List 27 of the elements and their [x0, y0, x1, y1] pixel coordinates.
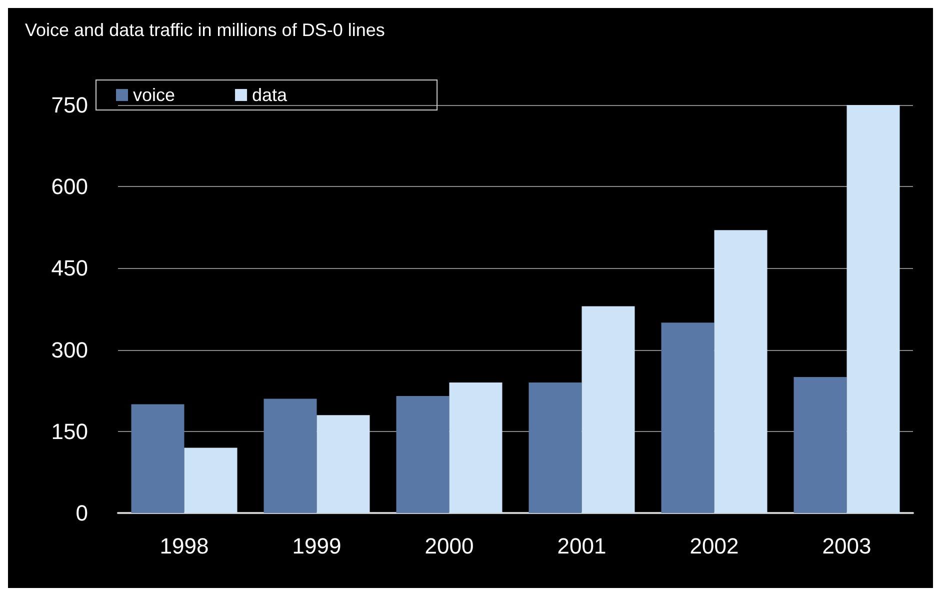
- chart-title: Voice and data traffic in millions of DS-0 lines: [25, 20, 385, 40]
- bar: [316, 415, 370, 513]
- y-tick-label: 600: [51, 174, 88, 200]
- y-tick-label: 0: [76, 500, 88, 526]
- bar: [661, 322, 714, 513]
- bar: [714, 230, 768, 513]
- legend-label: data: [252, 85, 288, 105]
- y-tick-label: 300: [51, 337, 88, 362]
- y-tick-label: 450: [51, 256, 88, 281]
- x-tick-label: 1999: [292, 534, 342, 558]
- y-tick-label: 150: [51, 418, 88, 444]
- bar: [184, 448, 238, 513]
- x-tick-label: 2002: [690, 534, 739, 558]
- x-tick-label: 2000: [424, 534, 474, 558]
- x-tick-label: 2003: [822, 534, 872, 558]
- bar: [131, 404, 184, 513]
- bar: [396, 396, 450, 513]
- y-tick-label: 750: [51, 92, 88, 118]
- bar: [528, 382, 582, 513]
- bar: [846, 105, 900, 513]
- bar: [794, 377, 847, 513]
- bar: [449, 382, 502, 513]
- bar: [264, 398, 317, 513]
- legend-label: voice: [133, 85, 176, 105]
- x-tick-label: 1998: [160, 534, 209, 558]
- bar: [582, 306, 635, 513]
- x-tick-label: 2001: [557, 534, 606, 558]
